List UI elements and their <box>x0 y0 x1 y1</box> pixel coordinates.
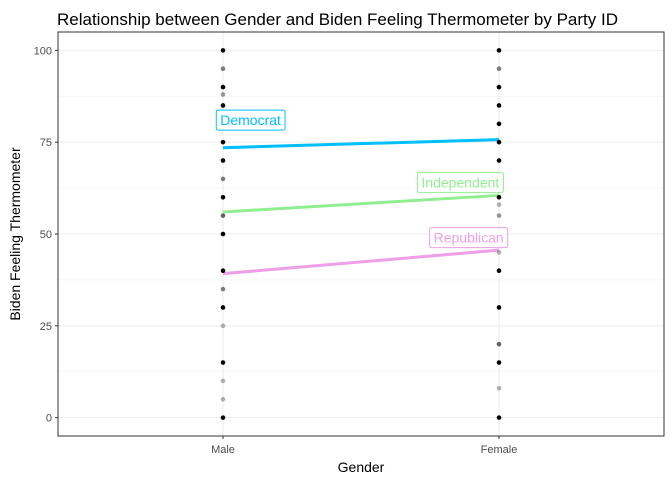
data-point <box>220 396 226 402</box>
fit-lines <box>222 138 500 276</box>
series-labels: Democrat Independent Republican <box>215 109 509 249</box>
data-point <box>220 360 226 365</box>
data-point <box>220 92 226 97</box>
y-tick-label: 100 <box>34 45 52 57</box>
x-axis-title: Gender <box>338 459 385 475</box>
data-point <box>496 121 502 127</box>
series-label-democrat: Democrat <box>215 109 286 131</box>
data-point <box>496 84 502 90</box>
data-point <box>496 213 502 218</box>
data-point <box>496 48 502 53</box>
data-point <box>496 360 502 365</box>
x-tick-label: Male <box>211 444 235 456</box>
axes: 0 25 50 75 100 Male Female <box>34 45 518 456</box>
x-tick-label: Female <box>481 444 518 456</box>
fit-line-independent <box>222 193 500 214</box>
series-label-text: Republican <box>434 230 504 246</box>
data-point <box>220 48 226 53</box>
fit-line-republican <box>222 248 500 276</box>
y-axis-title: Biden Feeling Thermometer <box>7 147 23 321</box>
data-point <box>496 268 502 274</box>
data-point <box>220 231 226 237</box>
y-tick-label: 50 <box>40 229 52 241</box>
data-point <box>220 305 226 310</box>
data-point <box>496 385 502 391</box>
data-point <box>220 84 226 90</box>
data-point <box>496 202 502 207</box>
grid <box>58 32 664 436</box>
data-point <box>220 176 226 182</box>
series-label-box <box>429 227 509 249</box>
data-point <box>220 194 226 200</box>
data-point <box>496 103 502 108</box>
data-point <box>220 378 226 384</box>
data-point <box>496 139 502 145</box>
y-tick-label: 75 <box>40 137 52 149</box>
series-label-text: Independent <box>421 175 499 191</box>
data-point <box>496 305 502 310</box>
data-point <box>496 158 502 163</box>
data-point <box>220 103 226 108</box>
y-tick-label: 0 <box>46 413 52 425</box>
data-point <box>220 66 226 72</box>
data-point <box>220 286 226 292</box>
data-points <box>220 48 502 420</box>
data-point <box>496 341 502 347</box>
data-point <box>496 250 502 255</box>
data-point <box>496 194 502 200</box>
data-point <box>220 139 226 145</box>
series-label-box <box>416 172 504 194</box>
data-point <box>220 213 226 218</box>
series-label-box <box>215 109 286 131</box>
series-label-text: Democrat <box>220 112 281 128</box>
data-point <box>220 158 226 163</box>
fit-line-democrat <box>222 138 500 150</box>
y-tick-label: 25 <box>40 321 52 333</box>
data-point <box>220 415 226 420</box>
data-point <box>220 323 226 329</box>
series-label-republican: Republican <box>429 227 509 249</box>
data-point <box>496 66 502 72</box>
data-point <box>496 415 502 420</box>
series-label-independent: Independent <box>416 172 504 194</box>
data-point <box>220 268 226 274</box>
chart-title: Relationship between Gender and Biden Fe… <box>57 10 618 29</box>
